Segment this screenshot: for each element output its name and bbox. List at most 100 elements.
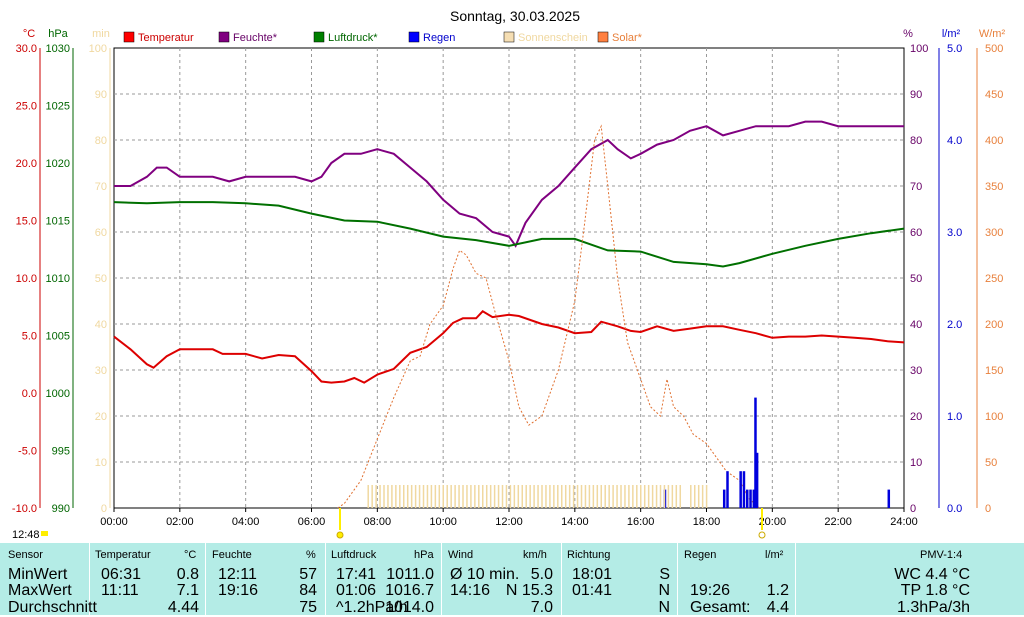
tick-label-right-2: 350 <box>985 181 1003 193</box>
sunshine-bar <box>485 485 488 508</box>
sunshine-bar <box>533 485 535 508</box>
sunshine-bar <box>383 485 385 508</box>
sunshine-bar <box>375 485 377 508</box>
legend-label: Temperatur <box>138 32 194 44</box>
tick-label-right-1: 4.0 <box>947 135 962 147</box>
header-wind-unit: km/h <box>523 549 547 561</box>
sunshine-bar <box>553 485 555 508</box>
tick-label-2: 100 <box>89 43 107 55</box>
tick-label-0: 30.0 <box>16 43 37 55</box>
sunshine-bar <box>671 485 674 508</box>
tick-label-2: 80 <box>95 135 107 147</box>
tick-label-right-2: 250 <box>985 273 1003 285</box>
sunshine-bar <box>624 485 626 508</box>
rain-time: 19:26 <box>690 582 731 599</box>
sunshine-bar <box>564 485 567 508</box>
legend-swatch <box>597 31 609 43</box>
tick-label-right-2: 200 <box>985 319 1003 331</box>
legend-swatch <box>218 31 230 43</box>
sunshine-bar <box>596 485 599 508</box>
tick-label-right-2: 50 <box>985 457 997 469</box>
tick-label-2: 40 <box>95 319 107 331</box>
wind-value: 7.0 <box>530 599 553 616</box>
rain-bar <box>722 489 726 508</box>
sunshine-bar <box>470 485 472 508</box>
sunshine-bar <box>580 485 583 508</box>
sunshine-bar <box>659 485 662 508</box>
tick-label-right-2: 0 <box>985 503 991 515</box>
sunshine-bar <box>592 485 595 508</box>
series-line-feuchte <box>114 120 904 248</box>
sunshine-bar <box>576 485 579 508</box>
humidity-value: 57 <box>299 566 317 583</box>
sunshine-bar <box>690 485 692 508</box>
tick-label-2: 50 <box>95 273 107 285</box>
header-sensor: Sensor <box>8 549 43 561</box>
x-tick-label: 24:00 <box>890 516 918 528</box>
axis-unit-right: % <box>903 28 913 40</box>
sunshine-bar <box>391 485 393 508</box>
sunshine-bar <box>367 485 369 508</box>
temperature-time: 11:11 <box>101 582 139 599</box>
pmv-value: 1.3hPa/3h <box>897 599 970 616</box>
sunshine-bar <box>568 485 571 508</box>
x-tick-label: 02:00 <box>166 516 194 528</box>
rain-time: Gesamt: <box>690 599 751 616</box>
sunshine-bar <box>371 485 373 508</box>
legend-swatch <box>408 31 420 43</box>
tick-label-right-0: 80 <box>910 135 922 147</box>
sunshine-bar <box>410 485 413 508</box>
sunshine-bar <box>632 485 634 508</box>
humidity-time: 19:16 <box>218 582 259 599</box>
tick-label-right-2: 100 <box>985 411 1003 423</box>
tick-label-right-0: 90 <box>910 89 922 101</box>
sunshine-bar <box>513 485 516 508</box>
tick-label-right-2: 450 <box>985 89 1003 101</box>
wind-value: N 15.3 <box>505 582 553 599</box>
direction-time: 18:01 <box>572 566 613 583</box>
sunshine-bar <box>537 485 539 508</box>
tick-label-2: 20 <box>95 411 107 423</box>
tick-label-right-0: 60 <box>910 227 922 239</box>
humidity-value: 75 <box>299 599 317 616</box>
sunshine-bar <box>505 485 508 508</box>
sunshine-bar <box>426 485 429 508</box>
axis-unit-left: hPa <box>48 28 68 40</box>
tick-label-1: 995 <box>52 446 70 458</box>
current-time-label: 12:48 <box>12 529 40 541</box>
pmv-value: TP 1.8 °C <box>900 582 970 599</box>
sunshine-bar <box>705 485 708 508</box>
sunshine-bar <box>430 485 433 508</box>
tick-label-2: 10 <box>95 457 107 469</box>
column-divider <box>561 543 562 615</box>
wind-time: Ø 10 min. <box>450 566 520 583</box>
tick-label-0: -10.0 <box>12 503 37 515</box>
sunshine-bar <box>466 485 468 508</box>
sunshine-bar <box>509 485 512 508</box>
tick-label-1: 1025 <box>46 101 70 113</box>
pressure-value: 1011.0 <box>386 566 434 583</box>
tick-label-0: 10.0 <box>16 273 37 285</box>
sunshine-bar <box>604 485 606 508</box>
sunshine-bar <box>529 485 531 508</box>
sunshine-bar <box>450 485 452 508</box>
sunshine-bar <box>572 485 575 508</box>
temperature-value: 7.1 <box>176 582 199 599</box>
tick-label-1: 1020 <box>46 158 70 170</box>
legend-label: Luftdruck* <box>328 32 378 44</box>
sunshine-bar <box>497 485 500 508</box>
x-tick-label: 04:00 <box>232 516 260 528</box>
sunshine-bar <box>584 485 587 508</box>
legend-label: Regen <box>423 32 455 44</box>
header-humidity: Feuchte <box>212 549 252 561</box>
sunshine-bar <box>701 485 704 508</box>
tick-label-2: 90 <box>95 89 107 101</box>
sunshine-bar <box>517 485 520 508</box>
tick-label-1: 1000 <box>46 388 70 400</box>
tick-label-right-1: 1.0 <box>947 411 962 423</box>
row-label: Durchschnitt <box>8 599 97 616</box>
tick-label-1: 1005 <box>46 331 70 343</box>
pmv-value: WC 4.4 °C <box>894 566 970 583</box>
column-divider <box>795 543 796 615</box>
sunshine-bar <box>620 485 622 508</box>
